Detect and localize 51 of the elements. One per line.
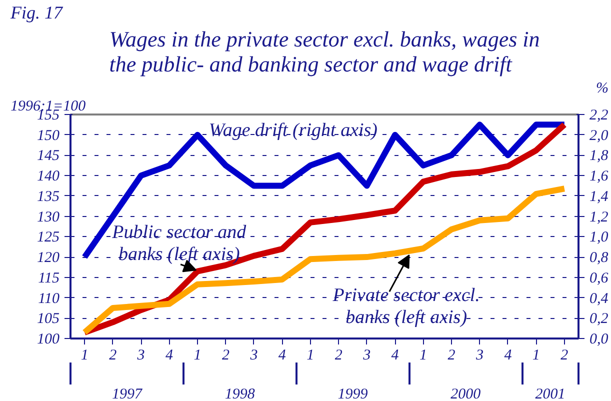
y2-tick-label: 2,0 [590, 128, 609, 144]
x-tick-label: 3 [362, 348, 371, 364]
caption: Fig. 17 [10, 2, 64, 22]
y2-tick-label: 0,6 [590, 270, 609, 286]
series-label: Wage drift (right axis) [208, 120, 378, 141]
y-tick-label: 140 [37, 168, 60, 185]
y-tick-label: 120 [37, 250, 60, 266]
y2-axis-title: % [596, 80, 609, 96]
chart-title: Wages in the private sector excl. banks, wages in the public- and banking sector and wage drift [109, 26, 540, 76]
x-tick-label: 3 [249, 348, 258, 364]
y2-tick-label: 1,6 [590, 168, 609, 185]
x-tick-label: 1 [306, 348, 314, 364]
y-tick-label: 145 [37, 148, 60, 164]
y2-tick-label: 0,2 [590, 311, 609, 328]
x-tick-label: 2 [222, 348, 230, 364]
y-tick-label: 100 [37, 332, 60, 348]
y2-tick-label: 1,2 [590, 209, 609, 226]
y-tick-label: 130 [37, 209, 60, 226]
text: 2001 [535, 386, 566, 401]
text: 1997 [112, 386, 144, 401]
x-tick-label: 3 [136, 348, 145, 364]
y2-tick-label: 0,0 [590, 332, 609, 348]
y2-tick-label: 1,4 [590, 188, 609, 205]
y-tick-label: 115 [38, 270, 60, 286]
y2-tick-label: 1,8 [590, 148, 609, 164]
x-tick-label: 1 [532, 348, 540, 364]
series-label: Private sector excl. banks (left axis) [332, 284, 480, 328]
text: 1999 [338, 386, 368, 401]
x-tick-label: 1 [80, 348, 88, 364]
x-tick-label: 3 [474, 348, 484, 364]
x-tick-label: 2 [560, 348, 569, 364]
x-tick-label: 4 [278, 348, 286, 364]
x-tick-label: 2 [334, 348, 343, 364]
y2-tick-label: 1,0 [590, 230, 609, 246]
y-tick-label: 135 [37, 188, 60, 205]
x-tick-label: 4 [391, 348, 400, 364]
x-tick-label: 1 [420, 348, 428, 364]
y-tick-label: 150 [37, 128, 60, 144]
y2-tick-label: 0,8 [590, 250, 609, 266]
x-tick-label: 4 [504, 348, 512, 364]
text: 1998 [224, 386, 256, 401]
x-tick-label: 1 [194, 348, 202, 364]
y-tick-label: 105 [37, 311, 60, 328]
y2-tick-label: 0,4 [590, 290, 609, 307]
y2-tick-label: 2,2 [590, 108, 609, 124]
x-tick-label: 2 [448, 348, 456, 364]
x-tick-label: 2 [109, 348, 118, 364]
y-tick-label: 110 [38, 290, 60, 307]
y-tick-label: 125 [37, 230, 60, 246]
text: 2000 [450, 386, 482, 401]
x-tick-label: 4 [166, 348, 174, 364]
